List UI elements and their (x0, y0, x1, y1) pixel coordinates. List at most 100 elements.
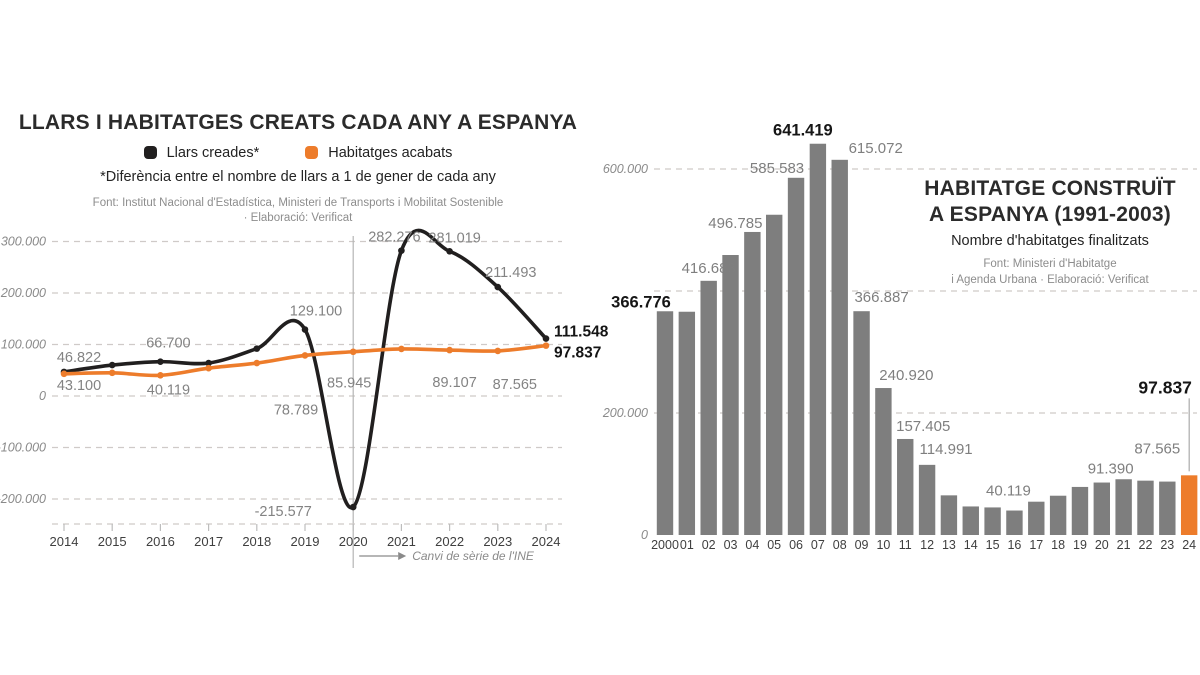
point-value-label: 129.100 (290, 304, 342, 320)
bar-18 (1049, 495, 1067, 535)
x-axis-year-label: 2023 (483, 534, 512, 549)
x-axis-year-label: 2024 (532, 534, 561, 549)
x-axis-year-label: 13 (942, 538, 956, 552)
x-axis-year-label: 12 (920, 538, 934, 552)
legend-swatch-black-icon (143, 146, 157, 160)
point-value-label: 97.837 (554, 345, 601, 362)
y-axis-tick-label: 600.000 (603, 162, 648, 176)
bar-11 (897, 438, 914, 535)
bar-16 (1006, 510, 1023, 535)
series-line-0 (62, 228, 548, 510)
bar-22 (1137, 480, 1154, 535)
left-chart-source: Font: Institut Nacional d'Estadística, M… (8, 196, 588, 227)
bar-value-label: 40.119 (986, 483, 1031, 500)
annotation-arrow-head-icon (398, 552, 407, 560)
point-value-label: 282.276 (368, 230, 420, 246)
bar-2000 (656, 311, 674, 535)
x-axis-year-label: 22 (1139, 538, 1153, 552)
point-value-label: 89.107 (432, 375, 476, 391)
left-chart-legend: Llars creades* Habitatges acabats (8, 145, 588, 161)
bar-value-label: 157.405 (896, 418, 950, 435)
x-axis-year-label: 2021 (387, 534, 416, 549)
bar-value-label: 496.785 (708, 215, 762, 232)
legend-label-habitatges-acabats: Habitatges acabats (328, 144, 453, 161)
bar-10 (875, 388, 892, 535)
x-axis-year-label: 2020 (339, 534, 368, 549)
bar-13 (940, 495, 958, 535)
bar-04 (744, 231, 761, 535)
right-chart-source-line1: Font: Ministeri d'Habitatge (983, 258, 1117, 271)
y-axis-tick-label: -100.000 (0, 441, 46, 455)
data-point-1-2020 (349, 348, 357, 356)
bar-value-label: 240.920 (879, 367, 933, 384)
series-change-annotation: Canvi de sèrie de l'INE (412, 549, 535, 563)
data-point-0-2016 (157, 358, 164, 365)
x-axis-year-label: 01 (680, 538, 694, 552)
point-value-label: 43.100 (57, 378, 101, 394)
y-axis-tick-label: 0 (39, 389, 46, 403)
x-axis-year-label: 2019 (291, 534, 320, 549)
data-point-0-2021 (398, 247, 405, 254)
x-axis-year-label: 20 (1095, 538, 1109, 552)
point-value-label: 78.789 (274, 402, 318, 418)
bar-23 (1159, 481, 1176, 535)
bar-12 (918, 464, 936, 535)
x-axis-year-label: 17 (1029, 538, 1043, 552)
data-point-1-2015 (108, 369, 116, 377)
data-point-1-2022 (446, 346, 453, 354)
x-axis-year-label: 06 (789, 538, 803, 552)
data-point-1-2018 (253, 359, 261, 367)
bar-07 (809, 143, 827, 535)
y-axis-tick-label: -200.000 (0, 492, 46, 506)
bar-value-label: 87.565 (1134, 441, 1180, 458)
data-point-0-2020 (349, 503, 357, 511)
bar-15 (984, 507, 1001, 535)
x-axis-year-label: 2022 (435, 534, 464, 549)
left-chart-header: LLARS I HABITATGES CREATS CADA ANY A ESP… (8, 110, 588, 227)
bar-value-label: 366.776 (611, 293, 671, 311)
x-axis-year-label: 03 (724, 538, 738, 552)
x-axis-year-label: 18 (1051, 538, 1065, 552)
y-axis-tick-label: 200.000 (602, 406, 648, 420)
x-axis-year-label: 16 (1007, 538, 1021, 552)
bar-19 (1071, 486, 1089, 535)
x-axis-year-label: 2000 (651, 538, 679, 552)
legend-item-habitatges-acabats: Habitatges acabats (305, 145, 452, 161)
x-axis-year-label: 15 (986, 538, 1000, 552)
x-axis-year-label: 2017 (194, 534, 223, 549)
x-axis-year-label: 21 (1117, 538, 1131, 552)
legend-swatch-orange-icon (305, 146, 319, 160)
bar-value-label: 91.390 (1088, 460, 1134, 477)
bar-20 (1093, 482, 1110, 535)
bar-08 (831, 159, 848, 535)
x-axis-year-label: 11 (899, 538, 912, 552)
bar-02 (700, 280, 717, 535)
y-axis-tick-label: 300.000 (1, 235, 46, 249)
right-chart-header: HABITATGE CONSTRUÏT A ESPANYA (1991-2003… (900, 176, 1200, 288)
data-point-0-2023 (494, 283, 502, 291)
point-value-label: 46.822 (57, 350, 101, 366)
bar-09 (853, 311, 870, 535)
left-chart-source-line2: · Elaboració: Verificat (243, 212, 353, 225)
bar-24 (1180, 475, 1198, 535)
right-chart-title-line2: A ESPANYA (1991-2003) (929, 202, 1171, 226)
x-axis-year-label: 2018 (242, 534, 271, 549)
data-point-1-2014 (60, 370, 68, 378)
bar-value-label: 114.991 (920, 441, 973, 458)
right-chart-title-line1: HABITATGE CONSTRUÏT (924, 177, 1176, 200)
x-axis-year-label: 10 (876, 538, 890, 552)
data-point-1-2021 (398, 345, 405, 353)
x-axis-year-label: 2014 (50, 534, 79, 549)
right-chart-source: Font: Ministeri d'Habitatge i Agenda Urb… (900, 257, 1200, 288)
bar-21 (1115, 479, 1132, 535)
x-axis-year-label: 07 (811, 538, 825, 552)
bar-03 (722, 255, 739, 535)
bar-14 (962, 506, 979, 535)
x-axis-year-label: 02 (702, 538, 716, 552)
point-value-label: 111.548 (554, 324, 609, 341)
right-chart-source-line2: i Agenda Urbana · Elaboració: Verificat (951, 273, 1149, 286)
bar-value-label: 366.887 (854, 289, 908, 306)
point-value-label: 87.565 (493, 377, 537, 393)
data-point-0-2017 (205, 359, 212, 367)
bar-value-label: 615.072 (849, 140, 903, 157)
